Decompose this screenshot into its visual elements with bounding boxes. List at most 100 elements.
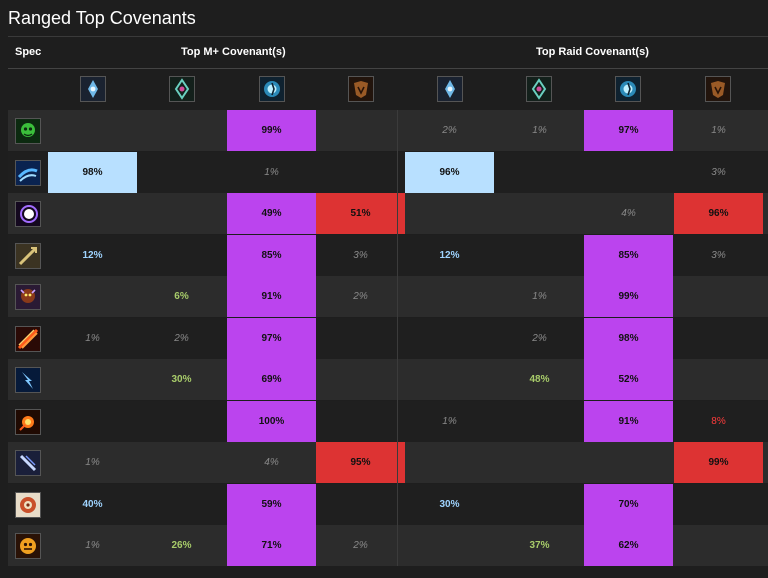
table-cell: 6% — [174, 291, 189, 302]
shadow-icon — [15, 201, 41, 227]
table-cell: 12% — [439, 249, 460, 261]
venthyr-icon — [348, 76, 374, 102]
balance-icon — [15, 159, 41, 186]
table-cell: 30% — [171, 374, 192, 385]
table-cell: 96% — [674, 193, 763, 234]
fire-icon — [15, 408, 41, 435]
table-cell: 30% — [439, 498, 460, 510]
table-row: 1% 26% 71% 2% 37% 62% — [8, 525, 768, 566]
table-cell: 95% — [316, 442, 405, 483]
table-cell — [137, 442, 226, 483]
table-row: 30% 69% 48% 52% — [8, 359, 768, 400]
table-row: 1% 4% 95% 99% — [8, 442, 768, 483]
table-cell — [137, 193, 226, 234]
table-cell: 37% — [529, 540, 550, 551]
table-cell: 1% — [532, 291, 547, 302]
table-row: 100% 1% 91% 8% — [8, 400, 768, 442]
table-cell: 4% — [264, 457, 279, 468]
table-cell: 3% — [711, 249, 726, 261]
table-cell — [137, 235, 226, 276]
table-cell — [495, 193, 584, 234]
table-cell — [48, 276, 137, 317]
table-cell — [674, 525, 763, 566]
table-cell — [137, 401, 226, 442]
table-cell — [137, 110, 226, 151]
beast-mastery-icon — [15, 491, 41, 518]
table-row: 98% 1% 96% 3% — [8, 151, 768, 193]
table-cell: 2% — [174, 332, 189, 344]
venthyr-icon — [705, 76, 731, 102]
table-cell: 71% — [227, 525, 316, 566]
table-cell: 62% — [584, 525, 673, 566]
table-cell: 12% — [82, 249, 103, 261]
table-row: 99% 2% 1% 97% 1% — [8, 110, 768, 151]
table-cell: 2% — [353, 291, 368, 302]
title-divider — [8, 36, 768, 37]
table-cell: 100% — [227, 400, 316, 442]
elemental-icon — [15, 367, 41, 393]
table-cell — [48, 359, 137, 400]
table-row: 6% 91% 2% 1% 99% — [8, 276, 768, 317]
marksmanship-icon — [15, 242, 41, 269]
table-cell: 26% — [171, 540, 192, 551]
table-cell: 2% — [442, 125, 457, 136]
table-cell: 8% — [711, 415, 726, 427]
table-row: 12% 85% 3% 12% 85% 3% — [8, 234, 768, 276]
table-cell: 1% — [711, 125, 726, 136]
table-cell — [495, 484, 584, 525]
table-cell — [405, 442, 494, 483]
table-cell — [316, 359, 405, 400]
table-cell: 97% — [584, 110, 673, 151]
table-cell — [495, 152, 584, 193]
table-cell: 91% — [227, 276, 316, 317]
table-cell — [48, 110, 137, 151]
night-fae-icon — [526, 76, 552, 102]
necrolord-icon — [259, 76, 285, 102]
header-divider — [8, 68, 768, 69]
night-fae-icon — [169, 76, 195, 102]
table-cell — [316, 110, 405, 151]
table-cell: 2% — [532, 332, 547, 344]
table-cell — [674, 484, 763, 525]
table-cell: 70% — [584, 483, 673, 525]
table-cell: 97% — [227, 317, 316, 359]
table-cell: 52% — [584, 359, 673, 400]
table-cell: 3% — [711, 166, 726, 178]
table-cell: 1% — [264, 166, 279, 178]
table-cell — [584, 442, 673, 483]
table-cell — [405, 525, 494, 566]
table-cell: 98% — [584, 317, 673, 359]
table-cell: 40% — [82, 498, 103, 510]
table-cell: 85% — [584, 234, 673, 276]
demonology-icon — [15, 284, 41, 310]
destruction-icon — [15, 325, 41, 352]
table-cell — [495, 235, 584, 276]
header-mplus: Top M+ Covenant(s) — [181, 46, 286, 58]
table-cell: 1% — [532, 125, 547, 136]
table-cell — [316, 152, 405, 193]
table-cell: 99% — [227, 110, 316, 151]
table-cell — [495, 401, 584, 442]
table-cell: 1% — [85, 457, 100, 468]
table-cell: 59% — [227, 483, 316, 525]
table-cell: 69% — [227, 359, 316, 400]
table-cell: 99% — [584, 276, 673, 317]
table-cell: 4% — [621, 208, 636, 219]
table-cell: 85% — [227, 234, 316, 276]
table-cell: 2% — [353, 540, 368, 551]
table-row: 1% 2% 97% 2% 98% — [8, 317, 768, 359]
table-cell: 99% — [674, 442, 763, 483]
table-cell: 91% — [584, 400, 673, 442]
table-cell — [405, 318, 494, 359]
kyrian-icon — [80, 76, 106, 102]
table-cell — [316, 318, 405, 359]
table-cell — [674, 276, 763, 317]
table-cell: 1% — [85, 332, 100, 344]
table-cell — [48, 401, 137, 442]
affliction-icon — [15, 118, 41, 144]
table-cell — [674, 359, 763, 400]
table-cell — [674, 318, 763, 359]
header-raid: Top Raid Covenant(s) — [536, 46, 649, 58]
table-cell — [316, 401, 405, 442]
table-cell — [405, 359, 494, 400]
